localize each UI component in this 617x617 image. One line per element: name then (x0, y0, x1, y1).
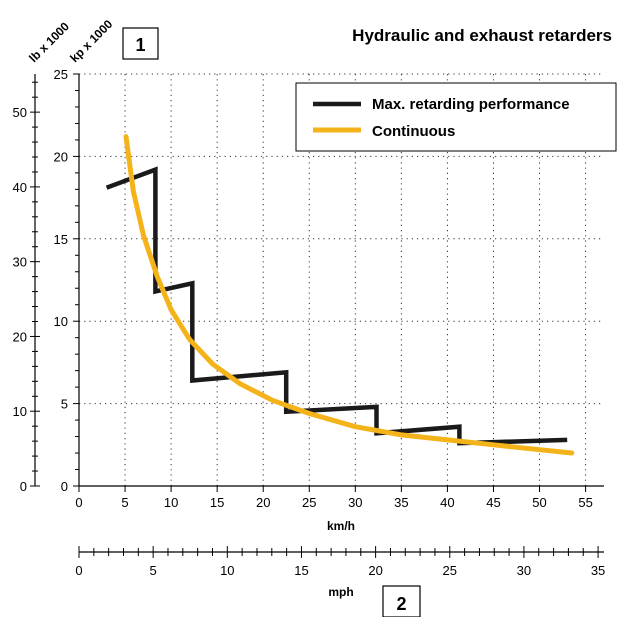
callout-box-1-label: 1 (135, 35, 145, 55)
mph-axis-tick-label: 10 (220, 563, 234, 578)
mph-axis: 0 5 10 15 20 25 30 35 (75, 546, 605, 578)
y-axis-kp-tick-label: 15 (54, 232, 68, 247)
x-axis-tick-label: 25 (302, 495, 316, 510)
mph-axis-tick-label: 15 (294, 563, 308, 578)
series-line-max-retarding (105, 166, 568, 446)
chart-title: Hydraulic and exhaust retarders (352, 26, 612, 45)
x-axis-tick-label: 30 (348, 495, 362, 510)
y-axis-lb-tick-label: 40 (13, 180, 27, 195)
legend-box (295, 82, 617, 152)
mph-axis-tick-label: 35 (591, 563, 605, 578)
mph-axis-label: mph (328, 585, 353, 599)
y-axis-kp-tick-label: 0 (61, 479, 68, 494)
legend-label-continuous: Continuous (372, 123, 455, 140)
x-axis-tick-label: 55 (578, 495, 592, 510)
series-line-continuous (123, 134, 575, 456)
callout-box-2 (382, 585, 421, 617)
mph-axis-tick-label: 0 (75, 563, 82, 578)
mph-axis-tick-label: 20 (368, 563, 382, 578)
y-axis-lb-tick-label: 20 (13, 329, 27, 344)
x-axis-tick-label: 15 (210, 495, 224, 510)
axes: 0 5 10 15 20 25 0 10 20 30 40 50 0 5 10 15 20 25 30 35 40 45 5… (13, 67, 604, 510)
y-axis-kp-tick-label: 20 (54, 149, 68, 164)
y-axis-lb-tick-label: 50 (13, 105, 27, 120)
mph-axis-tick-label: 5 (150, 563, 157, 578)
y-axis-kp-tick-label: 5 (61, 397, 68, 412)
x-axis-tick-label: 50 (532, 495, 546, 510)
y-axis-kp-label: kp x 1000 (67, 17, 115, 65)
x-axis-label: km/h (327, 519, 355, 533)
x-axis-tick-label: 10 (164, 495, 178, 510)
y-axis-lb-tick-label: 30 (13, 255, 27, 270)
y-axis-lb-tick-label: 0 (20, 479, 27, 494)
x-axis-tick-label: 0 (75, 495, 82, 510)
series-lines (105, 134, 575, 456)
callout-box-1 (122, 27, 159, 60)
legend: Max. retarding performance Continuous (295, 82, 617, 152)
y-axis-lb-label: lb x 1000 (26, 19, 72, 65)
x-axis-tick-label: 45 (486, 495, 500, 510)
mph-axis-tick-label: 25 (443, 563, 457, 578)
mph-axis-tick-label: 30 (517, 563, 531, 578)
x-axis-tick-label: 20 (256, 495, 270, 510)
callout-box-2-label: 2 (396, 594, 406, 614)
x-axis-tick-label: 40 (440, 495, 454, 510)
legend-label-max: Max. retarding performance (372, 96, 570, 113)
y-axis-kp-tick-label: 25 (54, 67, 68, 82)
y-axis-kp-tick-label: 10 (54, 314, 68, 329)
y-axis-lb-tick-label: 10 (13, 404, 27, 419)
x-axis-tick-label: 35 (394, 495, 408, 510)
x-axis-tick-label: 5 (121, 495, 128, 510)
